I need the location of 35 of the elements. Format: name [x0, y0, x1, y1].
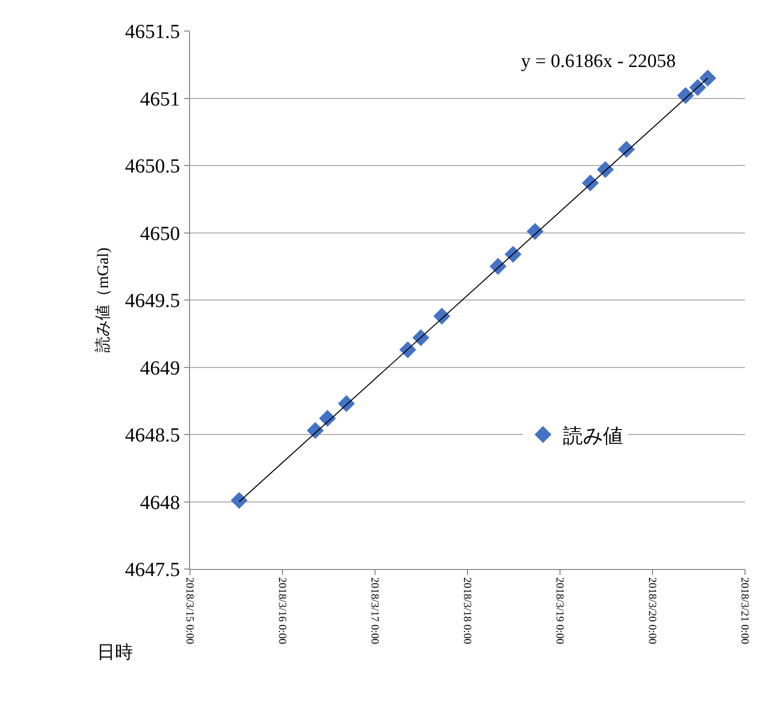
point	[596, 161, 614, 178]
point	[618, 140, 635, 158]
x-tick-label: 2018/3/16 0:00	[276, 577, 288, 645]
y-tick-label: 4650.5	[125, 156, 180, 178]
point	[689, 79, 706, 96]
annotation: y = 0.6186x - 22058	[521, 51, 676, 72]
y-axis-title: 読み値（mGal)	[94, 248, 112, 352]
point	[306, 422, 324, 439]
x-tick-label: 2018/3/15 0:00	[183, 577, 196, 645]
y-tick-label: 4649	[140, 357, 180, 380]
x-tick-label: 2018/3/18 0:00	[460, 577, 473, 645]
legend-label: 読み値	[563, 425, 623, 448]
x-tick-label: 2018/3/21 0:00	[738, 577, 750, 645]
point	[338, 395, 355, 412]
y-tick-label: 4651	[140, 88, 180, 110]
y-tick-label: 4651.5	[125, 21, 180, 43]
y-tick-label: 4647.5	[125, 559, 180, 581]
point	[412, 329, 430, 346]
point	[677, 87, 694, 104]
y-tick-label: 4649.5	[125, 290, 180, 312]
point	[230, 492, 248, 509]
point	[504, 246, 522, 263]
point	[433, 308, 450, 325]
x-tick-label: 2018/3/19 0:00	[553, 577, 566, 645]
point	[699, 70, 716, 87]
point	[319, 410, 336, 427]
y-tick-label: 4650	[140, 222, 180, 245]
y-tick-label: 4648.5	[125, 424, 180, 446]
point	[490, 258, 506, 275]
x-tick-label: 2018/3/20 0:00	[646, 577, 658, 645]
x-tick-label: 2018/3/17 0:00	[368, 577, 380, 645]
point	[526, 222, 544, 240]
y-tick-label: 4648	[140, 492, 180, 514]
x-axis-title: 日時	[97, 642, 133, 662]
point	[582, 174, 599, 192]
